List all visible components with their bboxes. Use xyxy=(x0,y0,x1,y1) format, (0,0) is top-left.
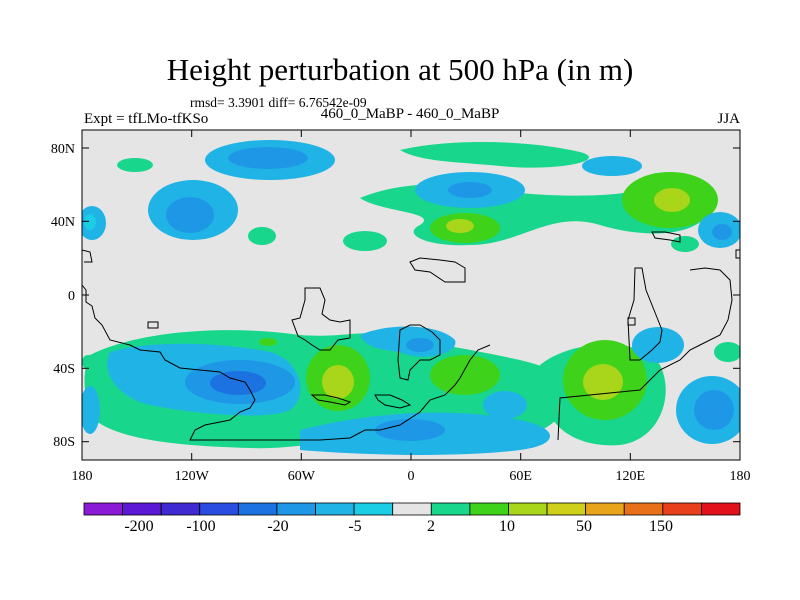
colorbar-box xyxy=(122,502,162,516)
colorbar-label: 50 xyxy=(576,518,592,535)
colorbar-label: -200 xyxy=(124,518,153,535)
season-label: JJA xyxy=(717,111,740,127)
y-tick-label: 80N xyxy=(51,142,75,157)
contour-blob xyxy=(400,141,589,168)
experiment-label: Expt = tfLMo-tfKSo xyxy=(84,111,209,127)
contour-blob xyxy=(694,390,734,430)
colorbar-box xyxy=(315,502,355,516)
coastline-island xyxy=(147,321,159,329)
y-tick-label: 40N xyxy=(51,215,75,230)
contour-blob xyxy=(82,386,100,434)
colorbar-box xyxy=(546,502,587,516)
contour-blob xyxy=(343,231,387,251)
contour-blob xyxy=(82,355,94,369)
coastline-europe xyxy=(409,257,466,283)
y-tick-label: 0 xyxy=(68,289,75,304)
colorbar-box xyxy=(508,502,548,516)
contour-blob xyxy=(360,326,456,357)
contour-blob xyxy=(483,391,527,419)
contour-blob xyxy=(583,364,623,400)
colorbar-box xyxy=(430,502,471,516)
coastline-antarctic-peninsula xyxy=(310,394,352,406)
contour-blob xyxy=(248,227,276,245)
colorbar-box xyxy=(276,502,316,516)
contour-blob xyxy=(117,158,153,172)
x-tick-marks xyxy=(81,130,741,460)
rmsd-subtitle: rmsd= 3.3901 diff= 6.76542e-09 xyxy=(190,95,367,110)
contour-blob xyxy=(210,371,266,395)
contour-blob xyxy=(632,327,684,363)
y-tick-label: 80S xyxy=(53,435,75,450)
contour-blob xyxy=(259,338,277,346)
colorbar-box xyxy=(392,502,432,516)
x-tick-labels: 180 120W 60W 0 60E 120E 180 xyxy=(72,469,751,484)
case-label: 460_0_MaBP - 460_0_MaBP xyxy=(320,106,500,122)
colorbar-box xyxy=(353,502,394,516)
contour-blob xyxy=(714,342,740,362)
colorbar xyxy=(83,502,741,516)
contour-blob xyxy=(166,197,214,233)
colorbar-box xyxy=(160,502,201,516)
contour-blob xyxy=(446,219,474,233)
coastline-island xyxy=(627,317,636,326)
coastline-japan xyxy=(651,231,681,243)
contour-blob xyxy=(582,156,642,176)
coastline-island xyxy=(374,394,412,409)
colorbar-labels: -200 -100 -20 -5 2 10 50 150 xyxy=(124,518,673,535)
colorbar-box xyxy=(237,502,278,516)
contour-blob xyxy=(671,236,699,252)
x-tick-label: 60E xyxy=(509,469,532,484)
contour-fill-layer xyxy=(82,140,740,455)
contour-blob xyxy=(375,419,445,441)
coastline-layer xyxy=(82,231,740,441)
coastline-east xyxy=(557,267,733,441)
coastline-africa xyxy=(397,324,441,381)
x-tick-label: 180 xyxy=(730,469,751,484)
contour-blob xyxy=(430,355,500,395)
colorbar-box xyxy=(585,502,625,516)
x-tick-label: 180 xyxy=(72,469,93,484)
coastline-south xyxy=(82,284,491,441)
contour-blob xyxy=(322,365,354,399)
colorbar-box xyxy=(469,502,509,516)
colorbar-box xyxy=(623,502,664,516)
y-tick-labels: 80N 40N 0 40S 80S xyxy=(51,142,75,450)
contour-blob xyxy=(228,147,308,169)
x-tick-label: 60W xyxy=(288,469,316,484)
colorbar-label: 2 xyxy=(427,518,435,535)
colorbar-box xyxy=(701,502,741,516)
colorbar-box xyxy=(199,502,239,516)
coastline-island xyxy=(82,249,93,263)
contour-blob xyxy=(654,188,690,212)
colorbar-label: -100 xyxy=(186,518,215,535)
contour-blob xyxy=(712,224,732,240)
x-tick-label: 0 xyxy=(408,469,415,484)
colorbar-box xyxy=(83,502,123,516)
colorbar-box xyxy=(662,502,702,516)
colorbar-label: -20 xyxy=(267,518,288,535)
contour-blob xyxy=(84,214,96,230)
plot-title: Height perturbation at 500 hPa (in m) xyxy=(166,52,634,87)
colorbar-label: -5 xyxy=(348,518,361,535)
y-tick-marks xyxy=(82,147,740,443)
colorbar-label: 10 xyxy=(499,518,515,535)
coastline-south-america xyxy=(291,287,351,351)
x-tick-label: 120W xyxy=(175,469,210,484)
x-tick-label: 120E xyxy=(616,469,646,484)
colorbar-label: 150 xyxy=(649,518,673,535)
contour-blob xyxy=(406,338,434,352)
contour-blob xyxy=(448,182,492,198)
coastline-island xyxy=(735,249,740,259)
y-tick-label: 40S xyxy=(53,362,75,377)
